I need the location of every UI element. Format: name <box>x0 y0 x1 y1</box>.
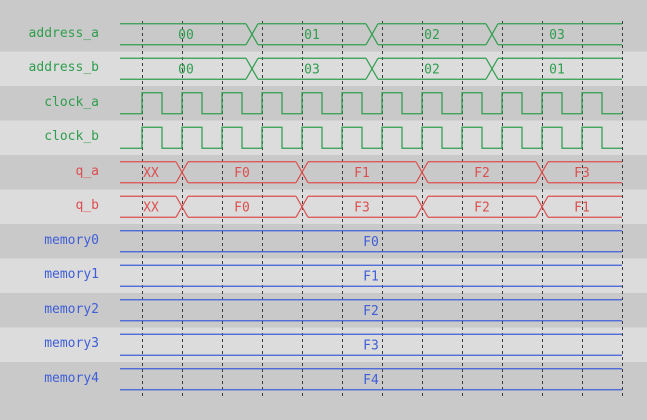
clock-trace <box>120 92 622 115</box>
bus-value-text: XX <box>143 200 159 215</box>
bus-value-text: 02 <box>424 62 440 77</box>
row-stripe <box>0 51 647 86</box>
bus-transition-cross <box>535 161 549 184</box>
wave-memory4: F4 <box>120 368 622 391</box>
bus-transition-cross <box>365 57 379 80</box>
wave-q_a: XX F0 F1 F2 F3 <box>120 161 622 184</box>
bus-value-text: XX <box>143 166 159 181</box>
bus-transition-cross <box>415 195 429 218</box>
signal-name-address_b[interactable]: address_b <box>28 60 99 76</box>
bus-value-text: F0 <box>234 166 250 181</box>
bus-value-text: F0 <box>363 235 379 250</box>
wave-clock_b <box>120 126 622 149</box>
signal-name-memory2[interactable]: memory2 <box>44 301 99 317</box>
row-stripe <box>0 120 647 155</box>
signal-name-memory4[interactable]: memory4 <box>44 370 99 386</box>
bus-value-text: F3 <box>574 166 590 181</box>
row-stripe <box>0 189 647 224</box>
bus-value-text: F3 <box>363 338 379 353</box>
bus-transition-cross <box>295 195 309 218</box>
bus-transition-cross <box>175 161 189 184</box>
bus-value-text: 03 <box>549 28 565 43</box>
bus-value-text: 01 <box>304 28 320 43</box>
bus-value-text: F2 <box>474 166 490 181</box>
bus-value-text: F2 <box>474 200 490 215</box>
bus-transition-cross <box>295 161 309 184</box>
bus-transition-cross <box>415 161 429 184</box>
wave-memory0: F0 <box>120 230 622 253</box>
signal-name-q_b[interactable]: q_b <box>75 198 99 214</box>
wave-q_b: XX F0 F3 F2 F1 <box>120 195 622 218</box>
signal-name-memory0[interactable]: memory0 <box>44 232 99 248</box>
bus-value-text: 00 <box>178 62 194 77</box>
bus-value-text: F2 <box>363 304 379 319</box>
clock-trace <box>120 126 622 149</box>
wave-memory3: F3 <box>120 333 622 356</box>
bus-transition-cross <box>245 23 259 46</box>
bus-value-text: 02 <box>424 28 440 43</box>
bus-transition-cross <box>365 23 379 46</box>
wave-address_b: 00 03 02 01 <box>120 57 622 80</box>
bus-value-text: F1 <box>574 200 590 215</box>
bus-value-text: 03 <box>304 62 320 77</box>
bus-value-text: 00 <box>178 28 194 43</box>
signal-name-memory1[interactable]: memory1 <box>44 267 99 283</box>
wave-memory2: F2 <box>120 299 622 322</box>
wave-clock_a <box>120 92 622 115</box>
bus-value-text: F0 <box>234 200 250 215</box>
bus-value-text: 01 <box>549 62 565 77</box>
wave-address_a: 00 01 02 03 <box>120 23 622 46</box>
bus-value-text: F3 <box>354 200 370 215</box>
bus-value-text: F1 <box>354 166 370 181</box>
bus-value-text: F1 <box>363 269 379 284</box>
signal-name-q_a[interactable]: q_a <box>75 163 99 179</box>
bus-transition-cross <box>175 195 189 218</box>
bus-transition-cross <box>535 195 549 218</box>
bus-transition-cross <box>485 23 499 46</box>
bus-value-text: F4 <box>363 373 379 388</box>
signal-name-memory3[interactable]: memory3 <box>44 336 99 352</box>
bus-transition-cross <box>245 57 259 80</box>
signal-name-address_a[interactable]: address_a <box>28 25 99 41</box>
row-stripe <box>0 258 647 293</box>
wave-memory1: F1 <box>120 264 622 287</box>
signal-name-clock_b[interactable]: clock_b <box>44 129 99 145</box>
bus-transition-cross <box>485 57 499 80</box>
row-stripe <box>0 327 647 362</box>
signal-name-clock_a[interactable]: clock_a <box>44 94 99 110</box>
